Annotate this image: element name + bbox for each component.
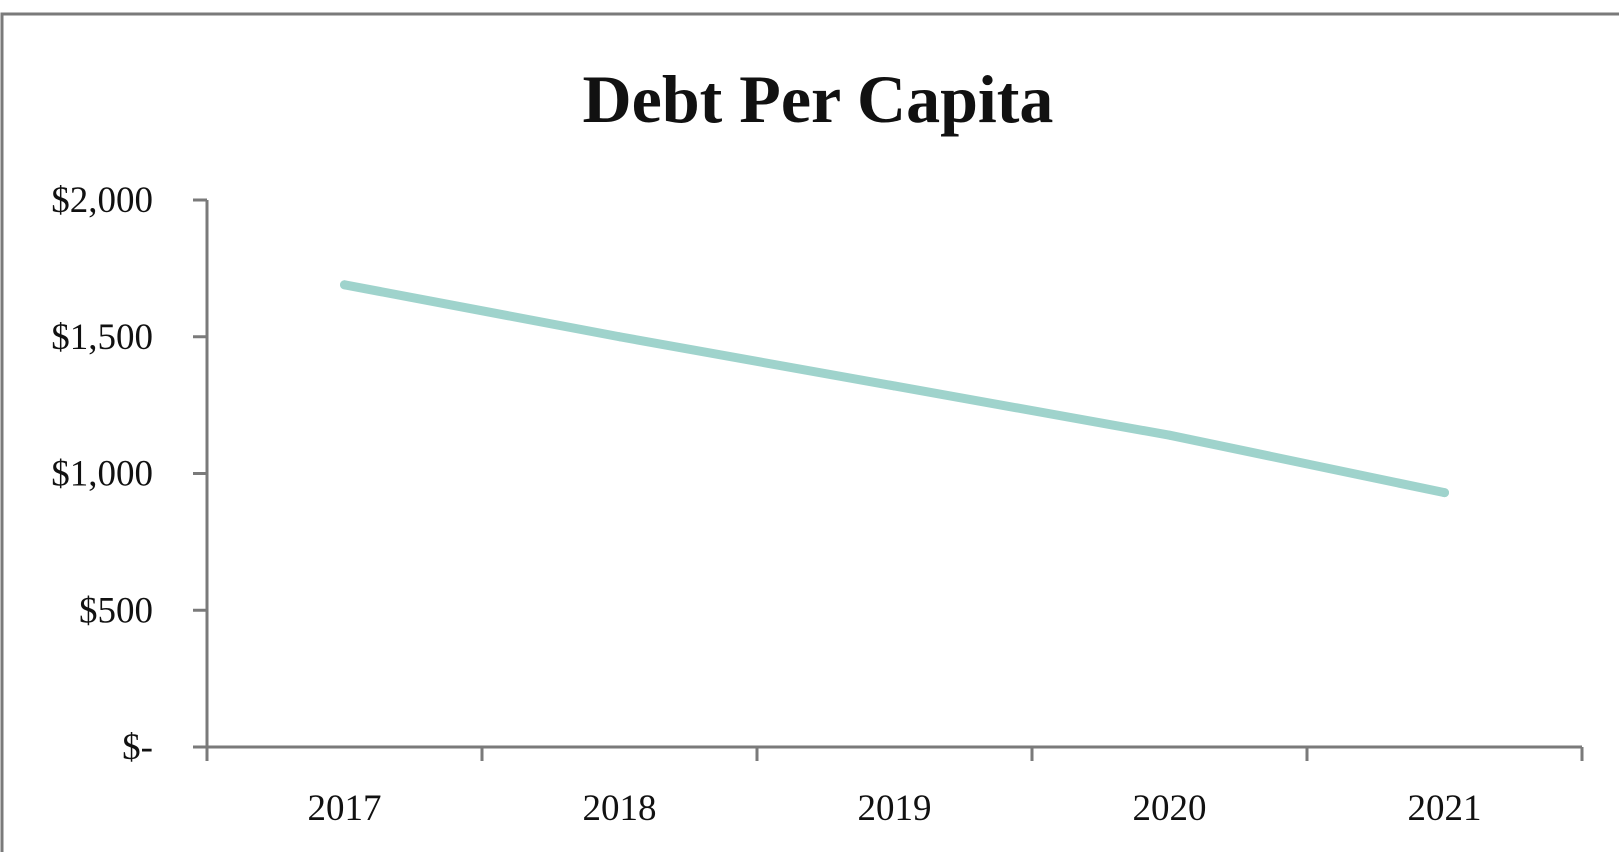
x-tick-label: 2021 bbox=[1408, 788, 1482, 829]
y-tick-label: $1,000 bbox=[51, 454, 153, 495]
x-tick-label: 2017 bbox=[308, 788, 382, 829]
data-point bbox=[890, 381, 899, 391]
y-tick-label: $1,500 bbox=[51, 317, 153, 358]
data-point bbox=[1165, 430, 1174, 440]
y-tick-label: $2,000 bbox=[51, 180, 153, 221]
x-tick-label: 2018 bbox=[583, 788, 657, 829]
data-point bbox=[1440, 488, 1449, 498]
series-layer bbox=[340, 280, 1449, 498]
x-tick-label: 2019 bbox=[858, 788, 932, 829]
chart-border bbox=[0, 12, 1619, 852]
x-tick-label: 2020 bbox=[1133, 788, 1207, 829]
data-point bbox=[615, 332, 624, 342]
axes: $- $500 $1,000 $1,500 $2,000 2017 2018 2019 2020… bbox=[51, 180, 1584, 829]
y-tick-label: $500 bbox=[79, 590, 153, 631]
chart-title: Debt Per Capita bbox=[583, 61, 1054, 137]
data-point bbox=[340, 280, 349, 290]
y-tick-label: $- bbox=[122, 727, 153, 768]
